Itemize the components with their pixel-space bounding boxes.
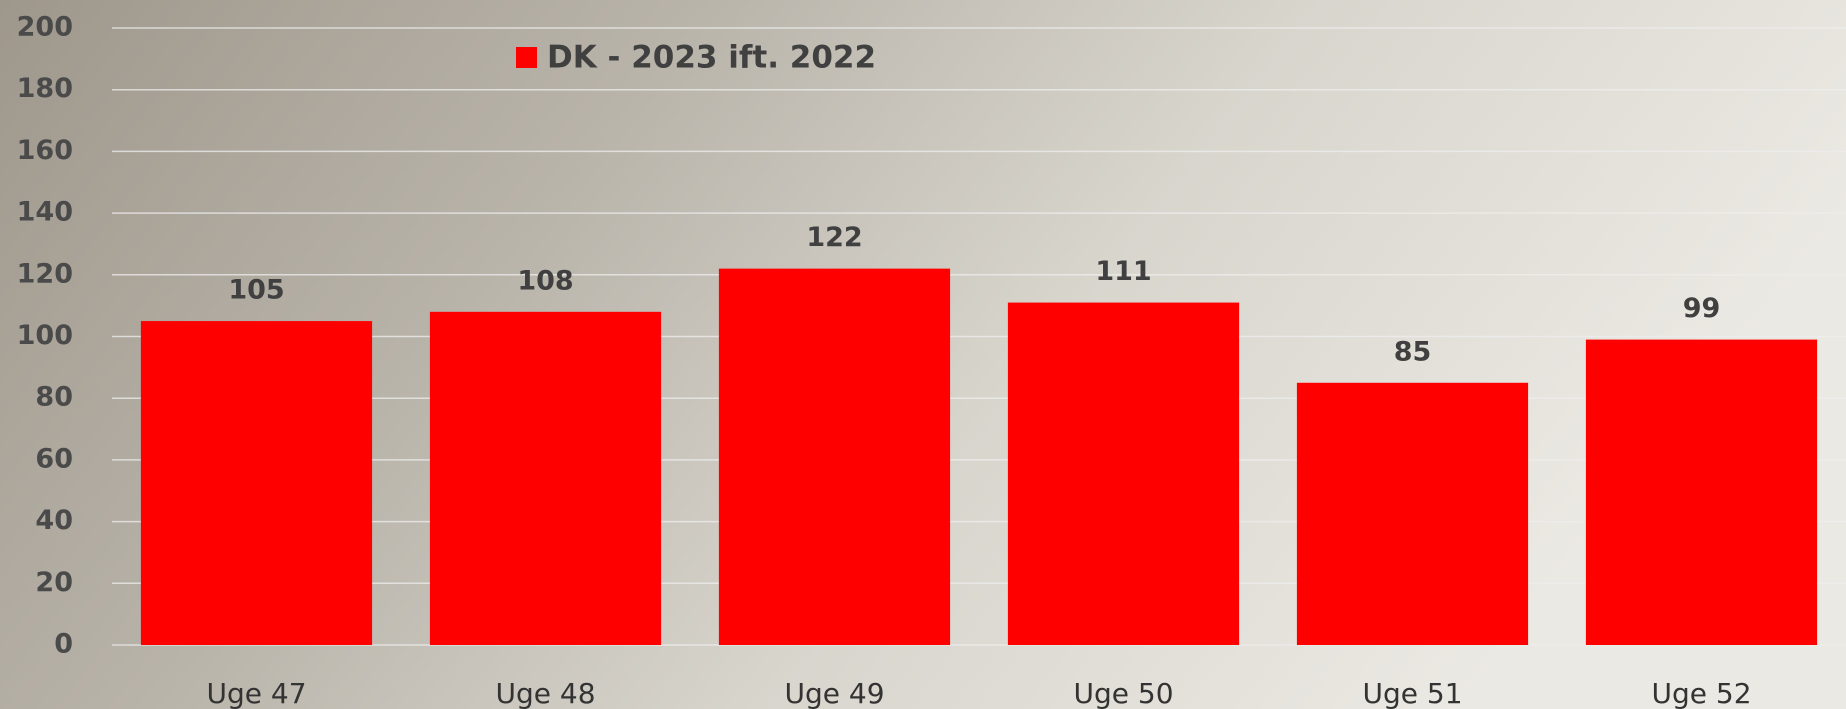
data-label: 99 [1683, 293, 1721, 324]
bar [1296, 382, 1529, 645]
y-tick-label: 60 [35, 443, 73, 474]
bar [718, 268, 951, 645]
bar [1585, 339, 1818, 645]
y-tick-label: 200 [17, 12, 73, 43]
x-tick-label: Uge 52 [1651, 677, 1751, 709]
x-tick-label: Uge 48 [495, 677, 595, 709]
x-tick-label: Uge 49 [784, 677, 884, 709]
y-tick-label: 140 [17, 197, 73, 228]
legend: DK - 2023 ift. 2022 [516, 40, 876, 76]
bar [140, 321, 373, 645]
bar [1007, 302, 1240, 645]
data-label: 85 [1394, 336, 1432, 367]
y-tick-label: 120 [17, 258, 73, 289]
data-label: 111 [1095, 256, 1151, 287]
y-tick-label: 80 [35, 382, 73, 413]
y-tick-label: 180 [17, 73, 73, 104]
data-label: 105 [228, 275, 284, 306]
y-tick-label: 40 [35, 505, 73, 536]
x-tick-label: Uge 51 [1362, 677, 1462, 709]
legend-swatch [516, 47, 537, 68]
y-tick-label: 0 [54, 629, 73, 660]
bar [429, 311, 662, 645]
y-tick-label: 100 [17, 320, 73, 351]
legend-label: DK - 2023 ift. 2022 [547, 40, 876, 76]
data-label: 122 [806, 222, 862, 253]
y-tick-label: 20 [35, 567, 73, 598]
x-tick-label: Uge 50 [1073, 677, 1173, 709]
y-tick-label: 160 [17, 135, 73, 166]
x-tick-label: Uge 47 [206, 677, 306, 709]
data-label: 108 [517, 265, 573, 296]
